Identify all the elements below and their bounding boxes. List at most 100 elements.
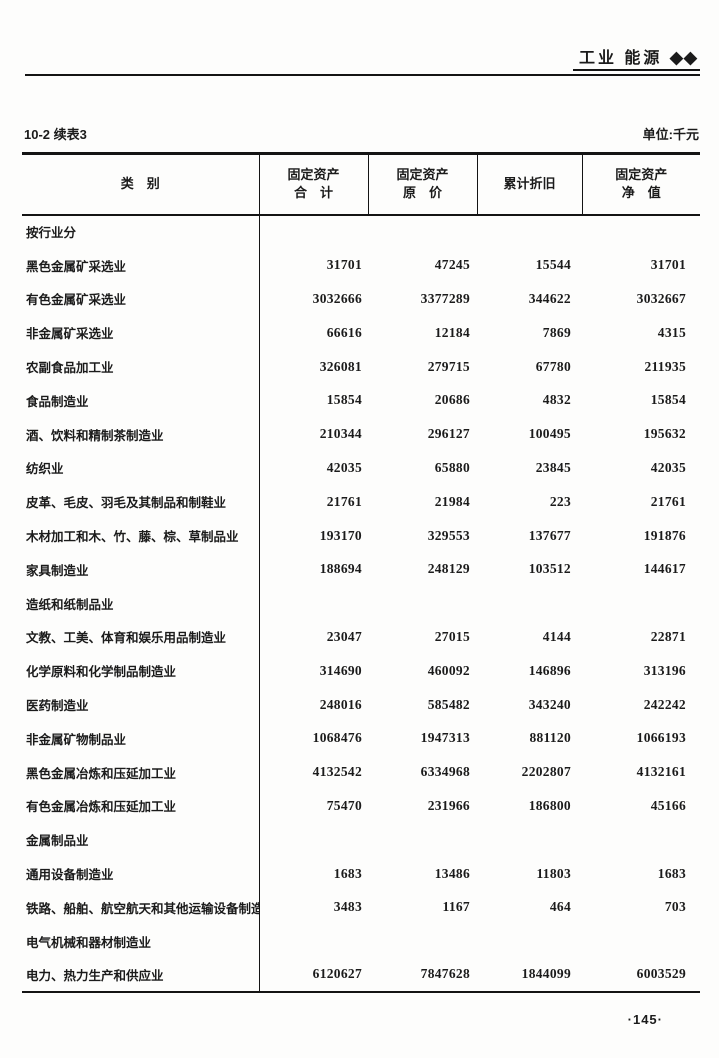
cell-net-value: 313196 xyxy=(643,662,686,678)
cell-fixed-assets-total: 4132542 xyxy=(312,764,362,780)
header-original-price: 固定资产 原 价 xyxy=(368,153,478,216)
table-row: 纺织业 42035 65880 23845 42035 xyxy=(22,451,700,485)
cell-net-value xyxy=(582,586,700,620)
row-category-label: 化学原料和化学制品制造业 xyxy=(22,653,260,688)
cell-original-price: 231966 xyxy=(427,797,470,813)
row-category-label: 非金属矿采选业 xyxy=(22,315,260,350)
table-row: 电气机械和器材制造业 xyxy=(22,924,700,959)
row-category-label: 非金属矿物制品业 xyxy=(22,721,260,756)
table-row: 文教、工美、体育和娱乐用品制造业 23047 27015 4144 22871 xyxy=(22,620,700,654)
cell-net-value: 1066193 xyxy=(636,730,686,746)
table-row: 医药制造业 248016 585482 343240 242242 xyxy=(22,687,700,722)
header-row: 类 别 固定资产 合 计 固定资产 原 价 累计折旧 固定资产 净 值 xyxy=(22,153,700,216)
cell-net-value: 191876 xyxy=(643,527,686,543)
cell-net-value: 211935 xyxy=(644,358,686,374)
row-category-label: 通用设备制造业 xyxy=(22,856,260,891)
table-row: 铁路、船舶、航空航天和其他运输设备制造业 3483 1167 464 703 xyxy=(22,890,700,925)
table-number: 10-2 续表3 xyxy=(24,127,87,142)
header-net-value: 固定资产 净 值 xyxy=(582,153,700,216)
cell-accumulated-depreciation: 15544 xyxy=(535,257,571,273)
cell-fixed-assets-total: 42035 xyxy=(326,459,362,475)
cell-original-price: 460092 xyxy=(427,662,470,678)
row-category-label: 食品制造业 xyxy=(22,383,260,418)
cell-original-price xyxy=(368,586,477,620)
cell-net-value xyxy=(582,215,700,249)
cell-fixed-assets-total: 326081 xyxy=(319,358,362,374)
table-row: 电力、热力生产和供应业 6120627 7847628 1844099 6003… xyxy=(22,958,700,992)
cell-accumulated-depreciation: 2202807 xyxy=(521,764,571,780)
row-category-label: 木材加工和木、竹、藤、棕、草制品业 xyxy=(22,518,260,553)
cell-fixed-assets-total: 21761 xyxy=(326,493,362,509)
cell-accumulated-depreciation: 223 xyxy=(549,493,571,509)
cell-original-price: 3377289 xyxy=(420,290,470,306)
cell-net-value: 21761 xyxy=(650,493,686,509)
cell-original-price: 13486 xyxy=(434,865,470,881)
row-category-label: 按行业分 xyxy=(22,214,260,249)
cell-fixed-assets-total: 75470 xyxy=(326,797,362,813)
cell-fixed-assets-total: 210344 xyxy=(319,426,362,442)
header-fixed-assets-total: 固定资产 合 计 xyxy=(259,153,369,216)
cell-fixed-assets-total: 1683 xyxy=(333,865,362,881)
cell-fixed-assets-total xyxy=(259,924,368,958)
row-category-label: 黑色金属矿采选业 xyxy=(22,248,260,283)
cell-original-price: 65880 xyxy=(434,459,470,475)
table-row: 木材加工和木、竹、藤、棕、草制品业 193170 329553 137677 1… xyxy=(22,518,700,553)
page-number: ·145· xyxy=(627,1012,663,1027)
table-row: 非金属矿物制品业 1068476 1947313 881120 1066193 xyxy=(22,721,700,756)
cell-fixed-assets-total xyxy=(259,823,368,857)
table-body: 按行业分 黑色金属矿采选业 31701 47245 15544 31701 有色… xyxy=(22,214,700,992)
table-row: 农副食品加工业 326081 279715 67780 211935 xyxy=(22,349,700,384)
cell-fixed-assets-total: 6120627 xyxy=(312,966,362,982)
unit-label: 单位:千元 xyxy=(642,127,699,142)
cell-accumulated-depreciation: 67780 xyxy=(535,358,571,374)
cell-net-value: 6003529 xyxy=(636,966,686,982)
cell-original-price: 21984 xyxy=(434,493,470,509)
cell-accumulated-depreciation xyxy=(477,924,582,958)
header-category: 类 别 xyxy=(22,153,260,216)
row-category-label: 电力、热力生产和供应业 xyxy=(22,958,260,992)
cell-net-value: 242242 xyxy=(643,696,686,712)
cell-accumulated-depreciation: 1844099 xyxy=(521,966,571,982)
cell-net-value: 703 xyxy=(664,899,686,915)
table-header: 类 别 固定资产 合 计 固定资产 原 价 累计折旧 固定资产 净 值 xyxy=(22,153,700,216)
table-row: 黑色金属矿采选业 31701 47245 15544 31701 xyxy=(22,248,700,283)
cell-fixed-assets-total: 3032666 xyxy=(312,290,362,306)
cell-original-price: 585482 xyxy=(427,696,470,712)
cell-original-price: 296127 xyxy=(427,426,470,442)
table-row: 金属制品业 xyxy=(22,822,700,857)
row-category-label: 有色金属冶炼和压延加工业 xyxy=(22,789,260,823)
cell-accumulated-depreciation: 343240 xyxy=(528,696,571,712)
header-accumulated-depreciation: 累计折旧 xyxy=(477,153,583,216)
row-category-label: 医药制造业 xyxy=(22,687,260,722)
cell-net-value: 22871 xyxy=(650,628,686,644)
cell-net-value: 195632 xyxy=(643,426,686,442)
table-row: 非金属矿采选业 66616 12184 7869 4315 xyxy=(22,315,700,350)
cell-fixed-assets-total: 248016 xyxy=(319,696,362,712)
table-row: 通用设备制造业 1683 13486 11803 1683 xyxy=(22,856,700,891)
cell-accumulated-depreciation: 881120 xyxy=(529,730,571,746)
cell-original-price: 20686 xyxy=(434,392,470,408)
row-category-label: 农副食品加工业 xyxy=(22,349,260,384)
cell-original-price: 27015 xyxy=(434,628,470,644)
masthead-title-text: 工业 能源 xyxy=(578,50,663,67)
cell-fixed-assets-total: 3483 xyxy=(333,899,362,915)
table-row: 造纸和纸制品业 xyxy=(22,586,700,621)
row-category-label: 黑色金属冶炼和压延加工业 xyxy=(22,755,260,790)
cell-net-value: 4315 xyxy=(657,324,686,340)
statistics-table: 类 别 固定资产 合 计 固定资产 原 价 累计折旧 固定资产 净 值 xyxy=(22,152,700,993)
cell-fixed-assets-total: 66616 xyxy=(326,324,362,340)
diamond-icons: ◆◆ xyxy=(669,48,698,67)
cell-accumulated-depreciation xyxy=(477,215,582,249)
row-category-label: 电气机械和器材制造业 xyxy=(22,924,260,959)
cell-fixed-assets-total: 188694 xyxy=(319,561,362,577)
cell-original-price: 12184 xyxy=(434,324,470,340)
cell-fixed-assets-total: 1068476 xyxy=(312,730,362,746)
cell-net-value: 45166 xyxy=(650,797,686,813)
cell-original-price: 7847628 xyxy=(420,966,470,982)
cell-accumulated-depreciation: 100495 xyxy=(528,426,571,442)
cell-accumulated-depreciation: 4144 xyxy=(542,628,571,644)
row-category-label: 造纸和纸制品业 xyxy=(22,586,260,621)
cell-accumulated-depreciation: 7869 xyxy=(542,324,571,340)
table-row: 食品制造业 15854 20686 4832 15854 xyxy=(22,383,700,418)
